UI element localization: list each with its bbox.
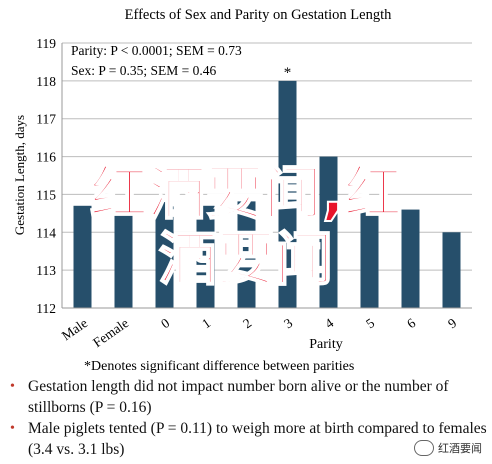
y-axis-label: Gestation Length, days: [12, 115, 27, 235]
bar-female: [114, 209, 133, 308]
chart-title: Effects of Sex and Parity on Gestation L…: [125, 7, 392, 23]
x-tick-label: 6: [404, 315, 418, 331]
bar-1: [196, 205, 215, 308]
bar-3: [278, 80, 297, 308]
y-tick-label: 112: [36, 301, 56, 316]
y-tick-label: 113: [36, 263, 56, 278]
gestation-chart: Effects of Sex and Parity on Gestation L…: [12, 7, 472, 374]
x-tick-label: 1: [199, 315, 213, 331]
bar-6: [401, 209, 420, 308]
y-tick-label: 115: [36, 187, 56, 202]
source-watermark: 红酒要闻: [414, 440, 482, 456]
bullet-text: Gestation length did not impact number b…: [28, 378, 449, 416]
x-tick-label: 2: [240, 315, 254, 331]
bullet-icon: •: [10, 379, 15, 394]
chart-footnote: *Denotes significant difference between …: [84, 359, 354, 374]
x-axis-label: Parity: [309, 337, 342, 352]
bars: [73, 80, 461, 308]
annotation-sex: Sex: P = 0.35; SEM = 0.46: [71, 63, 216, 78]
annotation-parity: Parity: P < 0.0001; SEM = 0.73: [71, 43, 242, 58]
bullet-text: Male piglets tented (P = 0.11) to weigh …: [28, 420, 487, 458]
bar-2: [237, 198, 256, 308]
bullet-icon: •: [10, 421, 15, 436]
y-tick-label: 119: [36, 36, 56, 51]
bar-5: [360, 209, 379, 308]
bar-male: [73, 205, 92, 308]
bar-4: [319, 156, 338, 308]
watermark-label: 红酒要闻: [438, 442, 482, 455]
y-tick-label: 118: [36, 74, 56, 89]
y-tick-label: 114: [36, 225, 56, 240]
bullet-item: • Male piglets tented (P = 0.11) to weig…: [10, 418, 488, 460]
bar-0: [155, 202, 174, 308]
bullet-item: • Gestation length did not impact number…: [10, 376, 488, 418]
x-tick-label: 4: [322, 315, 336, 331]
x-tick-label: 3: [281, 315, 295, 331]
y-tick-label: 117: [36, 112, 56, 127]
x-tick-labels: Male Female 0 1 2 3 4 5 6 9: [59, 315, 460, 350]
bar-9: [442, 232, 461, 308]
wechat-icon: [414, 440, 434, 456]
y-tick-label: 116: [36, 150, 56, 165]
x-tick-label: Female: [90, 315, 131, 350]
y-tick-labels: 112 113 114 115 116 117 118 119: [36, 36, 56, 316]
summary-bullets: • Gestation length did not impact number…: [10, 376, 488, 460]
x-tick-label: 0: [158, 315, 172, 331]
x-tick-label: Male: [59, 315, 90, 343]
x-tick-label: 5: [363, 315, 377, 331]
significance-marker: *: [284, 65, 292, 81]
x-tick-label: 9: [445, 315, 459, 331]
